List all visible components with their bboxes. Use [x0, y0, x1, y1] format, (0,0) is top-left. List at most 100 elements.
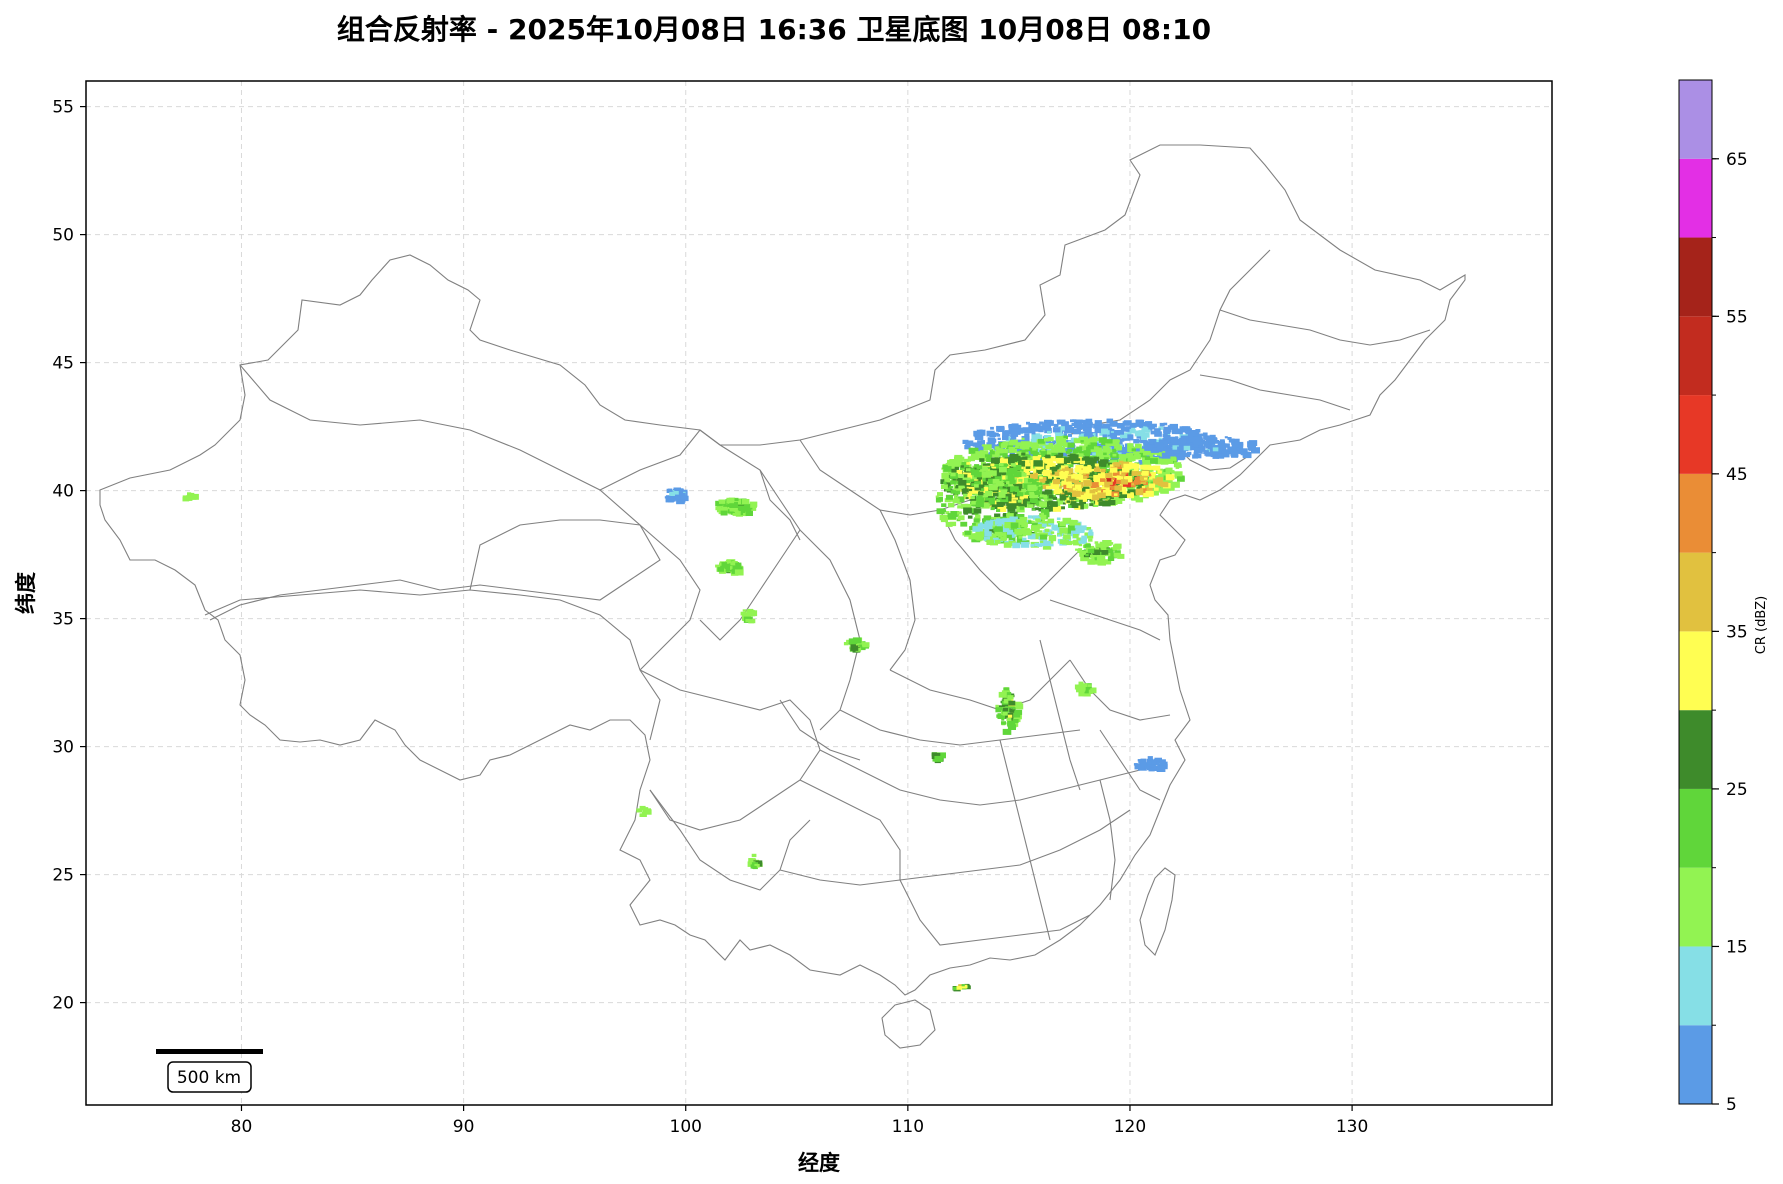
- radar-echo-cell: [1097, 460, 1107, 467]
- radar-echo-cell: [1107, 494, 1112, 498]
- radar-echo-cell: [1082, 466, 1092, 473]
- radar-echo-cell: [1033, 434, 1043, 441]
- radar-echo-cell: [1145, 424, 1149, 427]
- radar-echo-cell: [1134, 447, 1142, 452]
- radar-echo-cell: [1063, 534, 1071, 540]
- radar-echo-cell: [954, 462, 962, 468]
- colorbar-tick-label: 15: [1726, 937, 1748, 957]
- radar-echo-cell: [1077, 438, 1084, 443]
- radar-echo-cell: [965, 497, 969, 500]
- radar-echo-cell: [1065, 450, 1071, 454]
- radar-echo-cell: [944, 498, 951, 503]
- radar-echo-cell: [988, 484, 998, 491]
- radar-echo-cell: [1034, 485, 1041, 490]
- radar-echo-cell: [1061, 420, 1065, 424]
- radar-echo-cell: [1093, 474, 1102, 481]
- radar-echo-cell: [1016, 538, 1026, 545]
- radar-echo-cell: [1073, 428, 1081, 435]
- radar-echo-cell: [1158, 472, 1167, 479]
- radar-echo-cell: [1024, 433, 1030, 437]
- radar-echo-cell: [1228, 438, 1235, 443]
- radar-echo-cell: [715, 506, 721, 511]
- radar-echo-cell: [1151, 423, 1157, 428]
- hunan-boundary: [819, 749, 1141, 806]
- radar-echo-cell: [1082, 498, 1087, 502]
- radar-echo-cell: [961, 984, 968, 989]
- radar-echo-cell: [1067, 442, 1075, 448]
- radar-echo-cell: [189, 494, 197, 500]
- hubei-boundary: [839, 709, 1081, 746]
- radar-echo-cell: [967, 474, 973, 479]
- radar-echo-cell: [1136, 419, 1143, 425]
- radar-echo-cell: [1150, 447, 1159, 453]
- radar-echo-cell: [1002, 711, 1008, 716]
- radar-echo-cell: [676, 496, 682, 500]
- radar-echo-cell: [1060, 441, 1066, 446]
- radar-echo-cell: [1053, 444, 1063, 451]
- radar-echo-cell: [1144, 456, 1151, 460]
- radar-echo-cell: [974, 481, 981, 486]
- radar-echo-cell: [1039, 421, 1044, 425]
- radar-echo-cell: [1151, 490, 1159, 496]
- colorbar-segment: [1679, 710, 1712, 789]
- radar-echo-cell: [1040, 543, 1044, 546]
- radar-echo-cell: [1016, 483, 1026, 491]
- radar-echo-cell: [1088, 458, 1097, 465]
- radar-echo-cell: [1098, 480, 1107, 486]
- radar-echo-cell: [1072, 490, 1081, 497]
- radar-echo-cell: [1157, 451, 1164, 456]
- radar-echo-cell: [732, 561, 738, 565]
- radar-echo-cell: [1082, 473, 1086, 476]
- radar-echo-cell: [1134, 467, 1139, 472]
- radar-echo-cell: [1084, 427, 1092, 433]
- radar-echo-cell: [971, 498, 975, 501]
- radar-echo-cell: [1012, 491, 1017, 495]
- radar-echo-cell: [1116, 475, 1123, 480]
- radar-echo-cell: [1158, 481, 1164, 486]
- radar-echo-cell: [1086, 527, 1092, 531]
- radar-echo-cell: [1089, 489, 1096, 494]
- radar-echo-cell: [1055, 436, 1064, 442]
- radar-echo-cell: [1117, 430, 1124, 435]
- y-tick-label: 50: [52, 226, 74, 246]
- radar-echo-cell: [750, 503, 757, 508]
- radar-echo-cell: [991, 451, 999, 458]
- radar-echo-cell: [1039, 450, 1043, 453]
- radar-echo-cell: [997, 505, 1007, 512]
- radar-echo-cell: [1002, 707, 1009, 712]
- radar-echo-cell: [1067, 486, 1076, 493]
- radar-echo-cell: [1122, 490, 1128, 495]
- radar-echo-cell: [1032, 447, 1037, 451]
- radar-echo-cell: [1089, 437, 1097, 443]
- gansu-boundary: [599, 429, 801, 641]
- radar-echo-cell: [1120, 479, 1128, 485]
- radar-echo-cell: [1048, 505, 1057, 512]
- radar-echo-cell: [1139, 475, 1148, 482]
- radar-echo-cell: [1104, 433, 1111, 438]
- radar-echo-cell: [1135, 489, 1144, 496]
- radar-echo-cell: [995, 707, 1003, 713]
- radar-echo-cell: [1066, 484, 1072, 489]
- radar-echo-cell: [982, 523, 990, 529]
- radar-echo-cell: [1116, 479, 1123, 485]
- radar-echo-cell: [1144, 477, 1147, 480]
- ningxia-boundary: [759, 469, 801, 541]
- radar-echo-cell: [1089, 438, 1094, 442]
- radar-echo-cell: [943, 466, 952, 472]
- radar-echo-cell: [980, 488, 985, 492]
- radar-echo-cell: [1097, 473, 1106, 479]
- radar-echo-cell: [1052, 427, 1061, 433]
- radar-echo-cell: [1028, 515, 1033, 519]
- radar-echo-cell: [1094, 420, 1102, 426]
- radar-echo-cell: [749, 859, 755, 863]
- radar-echo-cell: [1007, 714, 1013, 718]
- radar-echo-cell: [1179, 426, 1189, 433]
- radar-echo-cell: [1031, 445, 1036, 449]
- radar-echo-cell: [991, 457, 1000, 464]
- radar-echo-cell: [1030, 429, 1035, 433]
- radar-echo-cell: [1091, 549, 1098, 554]
- radar-echo-cell: [1102, 449, 1110, 454]
- radar-echo-cell: [1003, 687, 1010, 692]
- radar-echo-cell: [962, 439, 969, 444]
- radar-echo-cell: [1052, 525, 1060, 531]
